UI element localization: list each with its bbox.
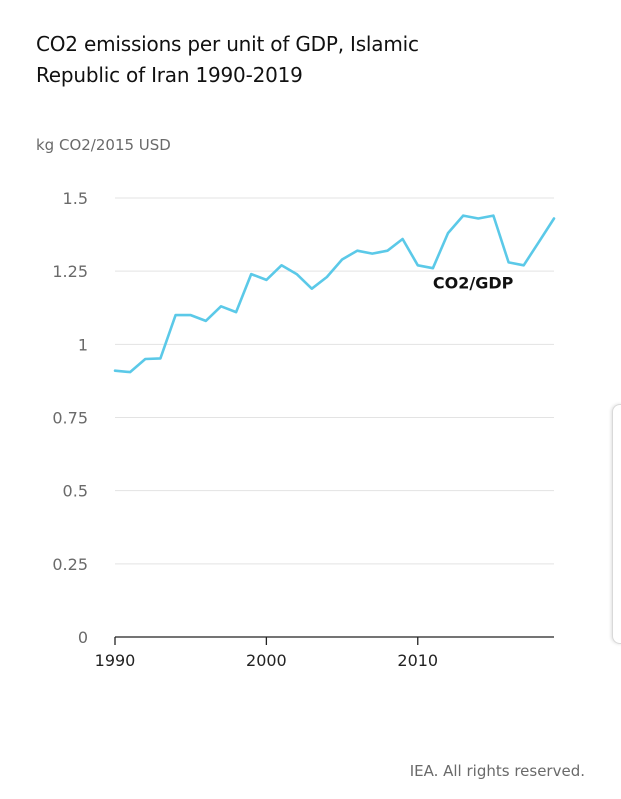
y-tick-label: 1.25 — [52, 262, 88, 281]
y-tick-label: 0.25 — [52, 555, 88, 574]
y-tick-label: 0.75 — [52, 409, 88, 428]
series-line — [113, 214, 556, 374]
y-tick-label: 1 — [78, 335, 88, 354]
y-tick-label: 0.5 — [63, 482, 88, 501]
y-tick-label: 0 — [78, 628, 88, 647]
y-axis-unit-label: kg CO2/2015 USD — [36, 136, 171, 154]
x-tick-label: 2000 — [246, 651, 287, 670]
x-tick-label: 2010 — [397, 651, 438, 670]
y-tick-label: 1.5 — [63, 189, 88, 208]
side-panel-handle[interactable] — [612, 404, 621, 644]
chart-title: CO2 emissions per unit of GDP, Islamic R… — [36, 32, 419, 87]
source-credit: IEA. All rights reserved. — [409, 762, 585, 780]
x-tick-label: 1990 — [95, 651, 136, 670]
series-label: CO2/GDP — [433, 274, 514, 293]
